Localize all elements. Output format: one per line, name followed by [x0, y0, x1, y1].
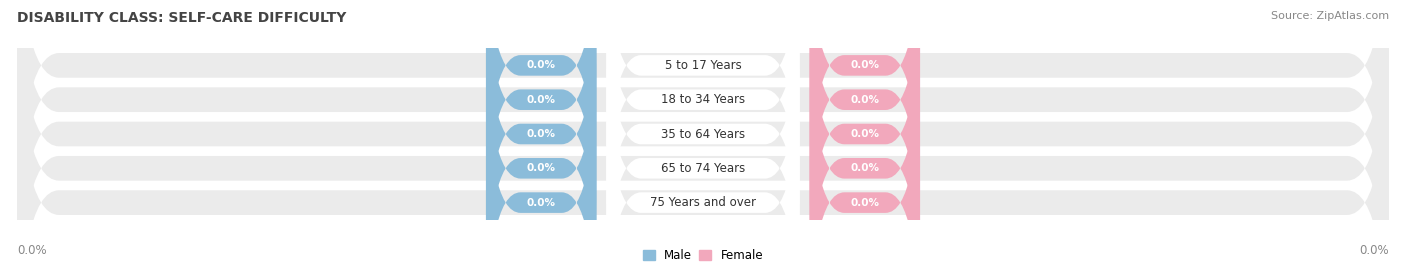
FancyBboxPatch shape — [486, 41, 596, 268]
FancyBboxPatch shape — [606, 41, 800, 268]
FancyBboxPatch shape — [17, 0, 1389, 268]
FancyBboxPatch shape — [17, 0, 1389, 259]
Text: DISABILITY CLASS: SELF-CARE DIFFICULTY: DISABILITY CLASS: SELF-CARE DIFFICULTY — [17, 11, 346, 25]
FancyBboxPatch shape — [486, 0, 596, 261]
Text: 0.0%: 0.0% — [851, 163, 879, 173]
Text: 0.0%: 0.0% — [527, 163, 555, 173]
FancyBboxPatch shape — [486, 0, 596, 268]
Text: 75 Years and over: 75 Years and over — [650, 196, 756, 209]
FancyBboxPatch shape — [17, 0, 1389, 268]
Text: Source: ZipAtlas.com: Source: ZipAtlas.com — [1271, 11, 1389, 21]
FancyBboxPatch shape — [606, 0, 800, 227]
FancyBboxPatch shape — [606, 0, 800, 268]
Text: 0.0%: 0.0% — [851, 129, 879, 139]
FancyBboxPatch shape — [17, 9, 1389, 268]
Text: 0.0%: 0.0% — [527, 60, 555, 70]
Text: 0.0%: 0.0% — [527, 198, 555, 208]
Legend: Male, Female: Male, Female — [643, 249, 763, 262]
Text: 0.0%: 0.0% — [1360, 244, 1389, 257]
FancyBboxPatch shape — [486, 0, 596, 227]
FancyBboxPatch shape — [810, 0, 920, 268]
FancyBboxPatch shape — [606, 0, 800, 261]
FancyBboxPatch shape — [810, 41, 920, 268]
FancyBboxPatch shape — [810, 0, 920, 227]
FancyBboxPatch shape — [17, 0, 1389, 268]
FancyBboxPatch shape — [606, 7, 800, 268]
Text: 0.0%: 0.0% — [851, 60, 879, 70]
Text: 65 to 74 Years: 65 to 74 Years — [661, 162, 745, 175]
Text: 5 to 17 Years: 5 to 17 Years — [665, 59, 741, 72]
Text: 18 to 34 Years: 18 to 34 Years — [661, 93, 745, 106]
Text: 0.0%: 0.0% — [851, 198, 879, 208]
FancyBboxPatch shape — [810, 7, 920, 268]
Text: 35 to 64 Years: 35 to 64 Years — [661, 128, 745, 140]
FancyBboxPatch shape — [810, 0, 920, 261]
Text: 0.0%: 0.0% — [527, 129, 555, 139]
Text: 0.0%: 0.0% — [851, 95, 879, 105]
FancyBboxPatch shape — [486, 7, 596, 268]
Text: 0.0%: 0.0% — [527, 95, 555, 105]
Text: 0.0%: 0.0% — [17, 244, 46, 257]
